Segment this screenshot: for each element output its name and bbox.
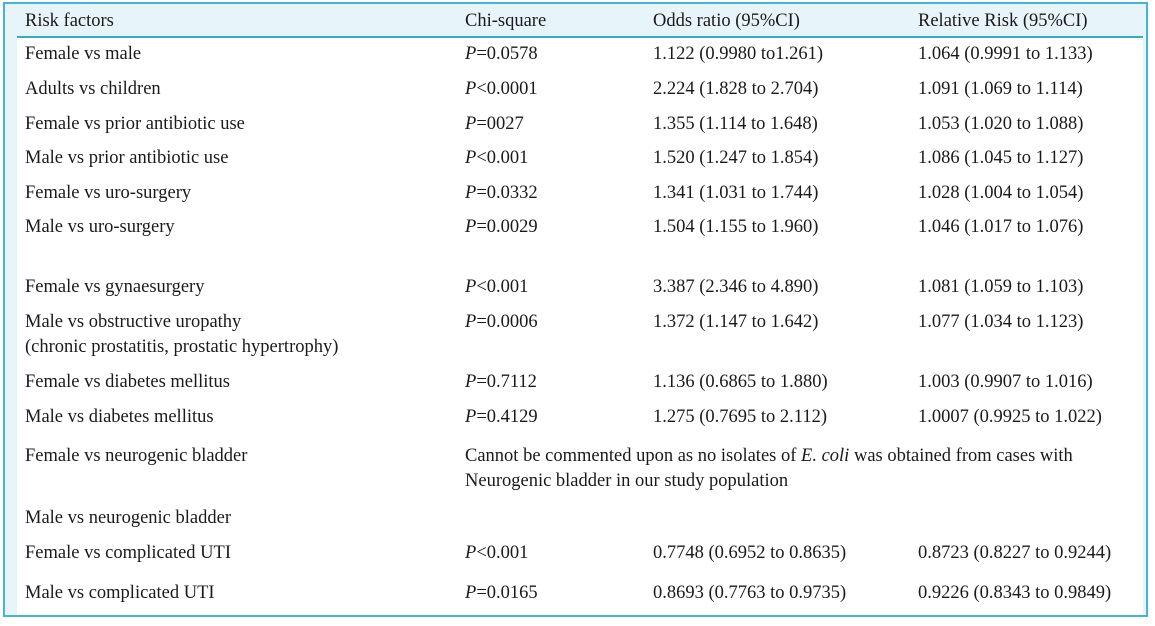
row-chi-square: P=0.0332 — [465, 183, 538, 203]
row-chi-square: P=0027 — [465, 114, 524, 134]
row-relative-risk: 1.077 (1.034 to 1.123) — [918, 312, 1084, 332]
header-row — [17, 4, 1143, 38]
row-odds-ratio: 1.372 (1.147 to 1.642) — [653, 312, 819, 332]
row-factor: Adults vs children — [25, 79, 161, 99]
row-factor: Male vs diabetes mellitus — [25, 407, 214, 427]
row-factor: Male vs complicated UTI — [25, 583, 215, 603]
row-odds-ratio: 0.7748 (0.6952 to 0.8635) — [653, 543, 847, 563]
row-chi-square: P<0.001 — [465, 543, 529, 563]
row-odds-ratio: 1.122 (0.9980 to1.261) — [653, 44, 824, 64]
row-odds-ratio: 1.341 (1.031 to 1.744) — [653, 183, 819, 203]
row-factor: Female vs uro-surgery — [25, 183, 192, 203]
row-chi-square: P<0.0001 — [465, 79, 538, 99]
row-relative-risk: 1.081 (1.059 to 1.103) — [918, 277, 1084, 297]
header-relative-risk: Relative Risk (95%CI) — [918, 11, 1088, 31]
row-relative-risk: 1.003 (0.9907 to 1.016) — [918, 372, 1093, 392]
row-chi-square: P=0.0165 — [465, 583, 538, 603]
row-factor: Male vs neurogenic bladder — [25, 508, 231, 528]
row-odds-ratio: 2.224 (1.828 to 2.704) — [653, 79, 819, 99]
row-factor: Male vs prior antibiotic use — [25, 148, 229, 168]
row-chi-square: P=0.0578 — [465, 44, 538, 64]
row-factor: Male vs uro-surgery — [25, 217, 175, 237]
row-relative-risk: 0.8723 (0.8227 to 0.9244) — [918, 543, 1112, 563]
row-factor: Female vs prior antibiotic use — [25, 114, 245, 134]
row-chi-square: P=0.0029 — [465, 217, 538, 237]
row-relative-risk: 1.046 (1.017 to 1.076) — [918, 217, 1084, 237]
row-factor: Female vs male — [25, 44, 142, 64]
table-frame: Risk factors Chi-square Odds ratio (95%C… — [3, 2, 1148, 617]
row-factor: Female vs complicated UTI — [25, 543, 232, 563]
row-relative-risk: 1.053 (1.020 to 1.088) — [918, 114, 1084, 134]
row-odds-ratio: 1.136 (0.6865 to 1.880) — [653, 372, 828, 392]
row-factor-detail: (chronic prostatitis, prostatic hypertro… — [25, 337, 339, 357]
row-odds-ratio: 1.520 (1.247 to 1.854) — [653, 148, 819, 168]
row-factor: Female vs neurogenic bladder — [25, 446, 248, 466]
header-risk-factors: Risk factors — [25, 11, 114, 31]
row-factor: Male vs obstructive uropathy — [25, 312, 242, 332]
row-odds-ratio: 1.355 (1.114 to 1.648) — [653, 114, 818, 134]
row-factor: Female vs diabetes mellitus — [25, 372, 230, 392]
row-relative-risk: 1.0007 (0.9925 to 1.022) — [918, 407, 1102, 427]
row-factor: Female vs gynaesurgery — [25, 277, 205, 297]
row-relative-risk: 1.064 (0.9991 to 1.133) — [918, 44, 1093, 64]
row-chi-square: P<0.001 — [465, 148, 529, 168]
header-chi-square: Chi-square — [465, 11, 547, 31]
row-odds-ratio: 1.504 (1.155 to 1.960) — [653, 217, 819, 237]
row-odds-ratio: 1.275 (0.7695 to 2.112) — [653, 407, 828, 427]
row-odds-ratio: 0.8693 (0.7763 to 0.9735) — [653, 583, 847, 603]
row-chi-square: P<0.001 — [465, 277, 529, 297]
row-odds-ratio: 3.387 (2.346 to 4.890) — [653, 277, 819, 297]
neurogenic-note: Cannot be commented upon as no isolates … — [465, 446, 1073, 491]
row-relative-risk: 1.028 (1.004 to 1.054) — [918, 183, 1084, 203]
table-body — [17, 38, 1143, 615]
row-chi-square: P=0.0006 — [465, 312, 538, 332]
row-relative-risk: 0.9226 (0.8343 to 0.9849) — [918, 583, 1112, 603]
header-odds-ratio: Odds ratio (95%CI) — [653, 11, 800, 31]
row-chi-square: P=0.7112 — [465, 372, 537, 392]
row-relative-risk: 1.091 (1.069 to 1.114) — [918, 79, 1083, 99]
row-chi-square: P=0.4129 — [465, 407, 538, 427]
row-relative-risk: 1.086 (1.045 to 1.127) — [918, 148, 1084, 168]
